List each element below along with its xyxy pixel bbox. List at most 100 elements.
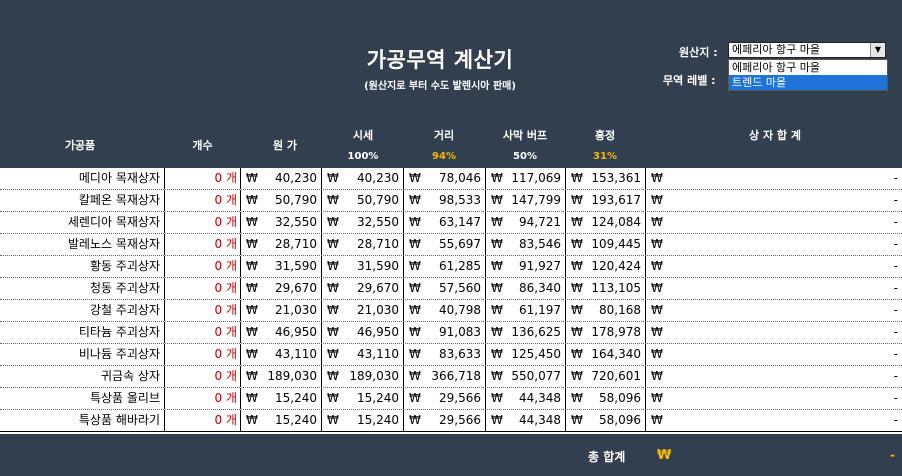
col-market: 시세: [352, 129, 374, 142]
cell-desert: 147,799: [506, 190, 566, 211]
item-count[interactable]: 0 개: [165, 344, 241, 365]
currency-symbol: ₩: [327, 259, 339, 273]
currency-symbol: ₩: [327, 171, 339, 185]
item-count[interactable]: 0 개: [165, 388, 241, 409]
cell-box-total: -: [893, 391, 898, 405]
dropdown-option-selected[interactable]: 트렌드 마을: [729, 75, 887, 90]
cell-market: 46,950: [342, 322, 404, 343]
currency-symbol: ₩: [491, 193, 503, 207]
table-row: 티타늄 주괴상자 0 개 ₩46,950 ₩46,950 ₩91,083 ₩136,625…: [0, 322, 902, 344]
currency-symbol: ₩: [651, 171, 663, 185]
item-name: 발레노스 목재상자: [0, 234, 165, 255]
cell-distance: 78,046: [424, 168, 486, 189]
cell-haggle: 113,105: [586, 278, 646, 299]
currency-symbol: ₩: [327, 281, 339, 295]
cell-haggle: 720,601: [586, 366, 646, 387]
cell-desert: 125,450: [506, 344, 566, 365]
cell-desert: 44,348: [506, 410, 566, 431]
currency-symbol: ₩: [491, 413, 503, 427]
cell-market: 40,230: [342, 168, 404, 189]
cell-distance: 55,697: [424, 234, 486, 255]
currency-symbol: ₩: [246, 237, 258, 251]
currency-symbol: ₩: [246, 303, 258, 317]
currency-symbol: ₩: [327, 193, 339, 207]
table-row: 메디아 목재상자 0 개 ₩40,230 ₩40,230 ₩78,046 ₩117,069…: [0, 168, 902, 190]
dropdown-option[interactable]: 에페리아 항구 마을: [732, 61, 820, 74]
currency-symbol: ₩: [327, 347, 339, 361]
currency-symbol: ₩: [651, 215, 663, 229]
currency-symbol: ₩: [571, 325, 583, 339]
currency-symbol: ₩: [409, 193, 421, 207]
item-count[interactable]: 0 개: [165, 168, 241, 189]
cell-box-total: -: [893, 303, 898, 317]
cell-haggle: 120,424: [586, 256, 646, 277]
item-count[interactable]: 0 개: [165, 234, 241, 255]
col-count: 개수: [192, 139, 213, 152]
cell-cost: 40,230: [261, 168, 322, 189]
origin-select[interactable]: 에페리아 항구 마을 ▼: [728, 42, 886, 58]
item-count[interactable]: 0 개: [165, 410, 241, 431]
currency-symbol: ₩: [571, 215, 583, 229]
currency-symbol: ₩: [409, 413, 421, 427]
currency-symbol: ₩: [571, 281, 583, 295]
item-name: 비나듐 주괴상자: [0, 344, 165, 365]
chevron-down-icon[interactable]: ▼: [870, 43, 885, 57]
currency-symbol: ₩: [651, 347, 663, 361]
cell-distance: 98,533: [424, 190, 486, 211]
origin-select-value: 에페리아 항구 마을: [732, 43, 820, 56]
item-name: 칼페온 목재상자: [0, 190, 165, 211]
cell-market: 43,110: [342, 344, 404, 365]
origin-dropdown-list[interactable]: 에페리아 항구 마을 트렌드 마을: [728, 59, 888, 91]
cell-market: 189,030: [342, 366, 404, 387]
table-row: 귀금속 상자 0 개 ₩189,030 ₩189,030 ₩366,718 ₩550,07…: [0, 366, 902, 388]
currency-symbol: ₩: [571, 413, 583, 427]
cell-distance: 91,083: [424, 322, 486, 343]
cell-box-total: -: [893, 237, 898, 251]
currency-symbol: ₩: [651, 193, 663, 207]
cell-desert: 117,069: [506, 168, 566, 189]
currency-symbol: ₩: [246, 259, 258, 273]
currency-symbol: ₩: [651, 259, 663, 273]
item-name: 세렌디아 목재상자: [0, 212, 165, 233]
currency-symbol: ₩: [246, 215, 258, 229]
currency-symbol: ₩: [571, 391, 583, 405]
currency-symbol: ₩: [491, 303, 503, 317]
cell-desert: 91,927: [506, 256, 566, 277]
cell-box-total: -: [893, 193, 898, 207]
currency-symbol: ₩: [246, 369, 258, 383]
col-haggle: 흥정: [594, 129, 616, 142]
item-count[interactable]: 0 개: [165, 256, 241, 277]
cell-distance: 366,718: [424, 366, 486, 387]
table-row: 칼페온 목재상자 0 개 ₩50,790 ₩50,790 ₩98,533 ₩147,799…: [0, 190, 902, 212]
table-row: 황동 주괴상자 0 개 ₩31,590 ₩31,590 ₩61,285 ₩91,927 ₩1…: [0, 256, 902, 278]
table-row: 비나듐 주괴상자 0 개 ₩43,110 ₩43,110 ₩83,633 ₩125,450…: [0, 344, 902, 366]
currency-symbol: ₩: [491, 237, 503, 251]
cell-market: 21,030: [342, 300, 404, 321]
currency-symbol: ₩: [491, 325, 503, 339]
currency-symbol: ₩: [246, 413, 258, 427]
currency-symbol: ₩: [571, 303, 583, 317]
currency-symbol: ₩: [571, 347, 583, 361]
item-count[interactable]: 0 개: [165, 322, 241, 343]
currency-symbol: ₩: [327, 237, 339, 251]
cell-distance: 29,566: [424, 410, 486, 431]
item-count[interactable]: 0 개: [165, 212, 241, 233]
currency-symbol: ₩: [327, 413, 339, 427]
currency-symbol: ₩: [491, 369, 503, 383]
item-count[interactable]: 0 개: [165, 190, 241, 211]
item-count[interactable]: 0 개: [165, 366, 241, 387]
currency-symbol: ₩: [327, 391, 339, 405]
pct-desert-buff: 50%: [513, 151, 537, 162]
currency-symbol: ₩: [491, 215, 503, 229]
item-count[interactable]: 0 개: [165, 300, 241, 321]
cell-cost: 29,670: [261, 278, 322, 299]
cell-desert: 550,077: [506, 366, 566, 387]
cell-haggle: 178,978: [586, 322, 646, 343]
cell-cost: 46,950: [261, 322, 322, 343]
currency-symbol: ₩: [491, 347, 503, 361]
item-name: 귀금속 상자: [0, 366, 165, 387]
cell-distance: 29,566: [424, 388, 486, 409]
col-desert-buff: 사막 버프: [502, 129, 548, 142]
page-title: 가공무역 계산기: [366, 48, 514, 72]
item-count[interactable]: 0 개: [165, 278, 241, 299]
